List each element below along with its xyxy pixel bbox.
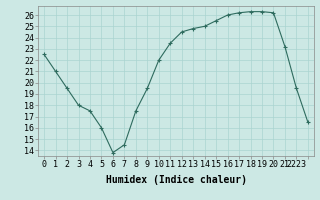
X-axis label: Humidex (Indice chaleur): Humidex (Indice chaleur) (106, 175, 246, 185)
